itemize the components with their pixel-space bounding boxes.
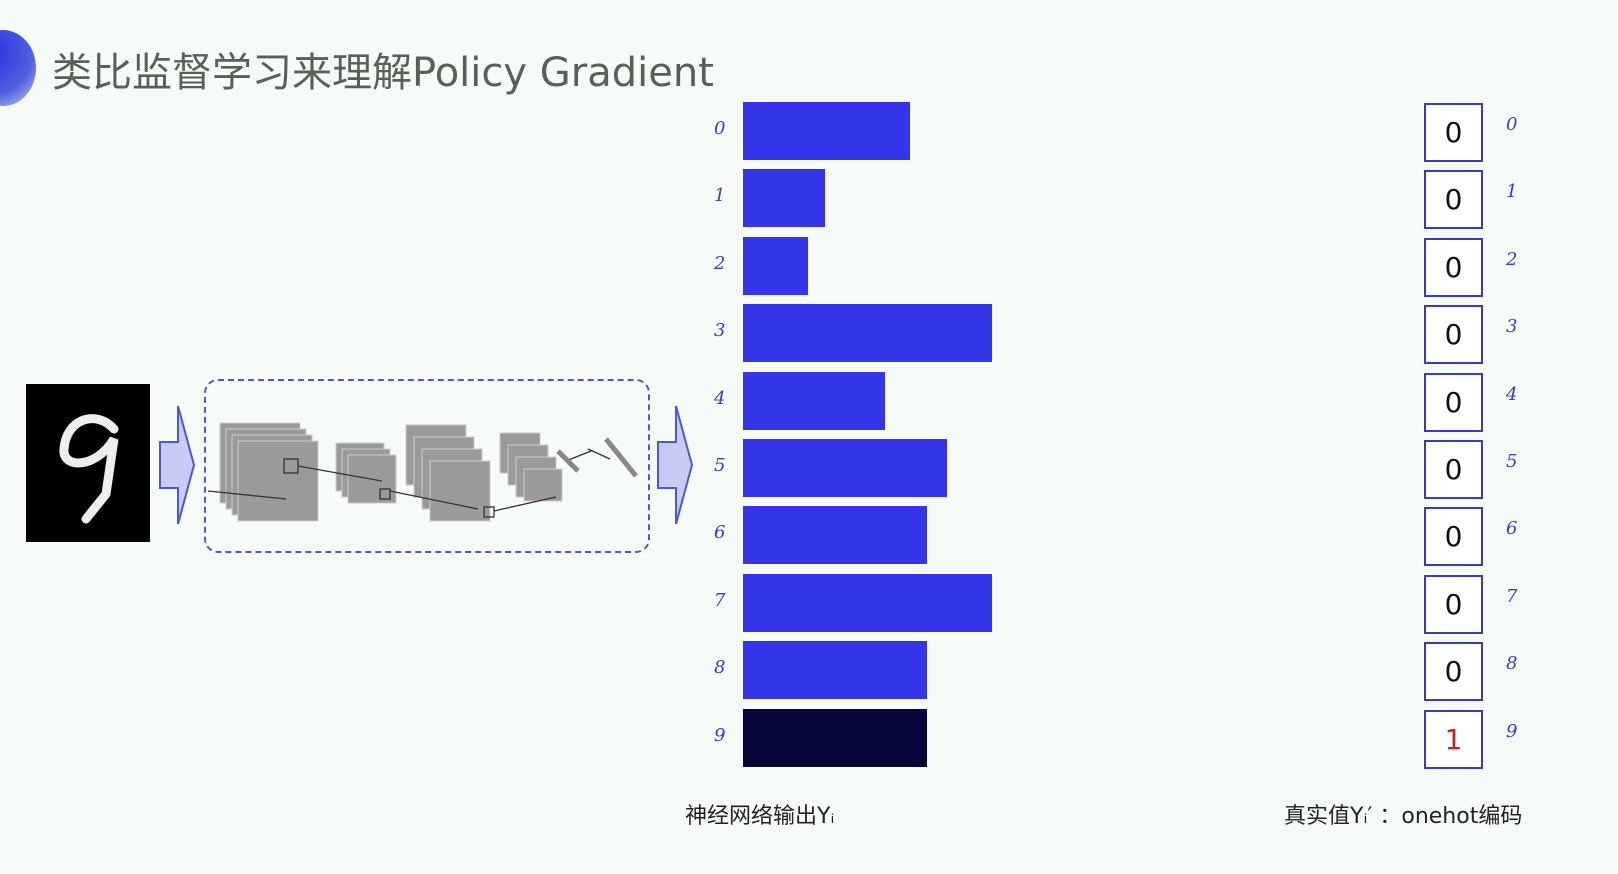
class-label-right: 9 (1506, 720, 1518, 742)
input-arrow-icon (159, 405, 196, 525)
output-caption: 神经网络输出Yᵢ (685, 804, 835, 829)
class-label-left: 3 (714, 320, 726, 342)
cnn-layers-diagram (207, 422, 638, 522)
output-bar (743, 169, 826, 228)
slide-title: 类比监督学习来理解Policy Gradient (52, 50, 714, 96)
class-label-right: 8 (1506, 653, 1518, 675)
output-bar (743, 506, 928, 565)
class-label-right: 3 (1506, 316, 1518, 338)
onehot-cell: 0 (1424, 170, 1483, 230)
onehot-cell: 0 (1424, 642, 1483, 702)
class-label-left: 9 (714, 724, 726, 746)
class-label-left: 7 (714, 589, 726, 611)
class-label-left: 0 (714, 118, 726, 139)
output-bar (743, 102, 910, 160)
onehot-cell: 0 (1424, 305, 1483, 365)
class-label-left: 1 (714, 185, 726, 207)
class-label-right: 5 (1506, 451, 1518, 472)
onehot-cell: 0 (1424, 507, 1483, 567)
truth-caption: 真实值Yᵢ′ ：onehot编码 (1284, 804, 1523, 829)
output-bar (743, 641, 928, 700)
output-arrow-icon (657, 405, 694, 525)
onehot-cell: 0 (1424, 237, 1483, 297)
class-label-left: 6 (714, 522, 726, 544)
onehot-cell: 0 (1424, 372, 1483, 432)
class-label-right: 2 (1506, 248, 1518, 270)
output-bar (743, 708, 928, 767)
class-label-right: 0 (1506, 114, 1518, 135)
class-label-left: 4 (714, 387, 726, 409)
output-bar (743, 573, 992, 632)
class-label-right: 4 (1506, 383, 1518, 405)
title-bullet (0, 30, 36, 106)
class-label-left: 8 (714, 657, 726, 679)
output-bar (743, 304, 992, 363)
output-bar (743, 371, 885, 430)
onehot-cell: 0 (1424, 103, 1483, 162)
cnn-network-box (204, 379, 650, 553)
class-label-left: 2 (714, 252, 726, 274)
class-label-right: 1 (1506, 181, 1518, 203)
onehot-cell: 1 (1424, 709, 1483, 769)
class-label-right: 7 (1506, 585, 1518, 607)
mnist-digit-image (26, 384, 150, 542)
output-bar (743, 236, 808, 295)
class-label-left: 5 (714, 455, 726, 476)
onehot-cell: 0 (1424, 440, 1483, 499)
output-bar (743, 439, 948, 497)
onehot-cell: 0 (1424, 574, 1483, 634)
class-label-right: 6 (1506, 518, 1518, 540)
